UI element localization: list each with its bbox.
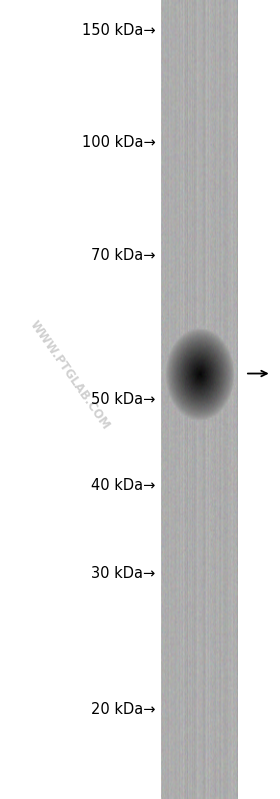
Text: 70 kDa→: 70 kDa→ <box>91 248 155 263</box>
Text: 20 kDa→: 20 kDa→ <box>91 702 155 717</box>
Text: 30 kDa→: 30 kDa→ <box>91 566 155 581</box>
Text: 40 kDa→: 40 kDa→ <box>91 479 155 493</box>
Text: 100 kDa→: 100 kDa→ <box>82 135 155 149</box>
Text: WWW.PTGLAB.COM: WWW.PTGLAB.COM <box>27 319 113 432</box>
Text: 50 kDa→: 50 kDa→ <box>91 392 155 407</box>
Text: 150 kDa→: 150 kDa→ <box>82 23 155 38</box>
